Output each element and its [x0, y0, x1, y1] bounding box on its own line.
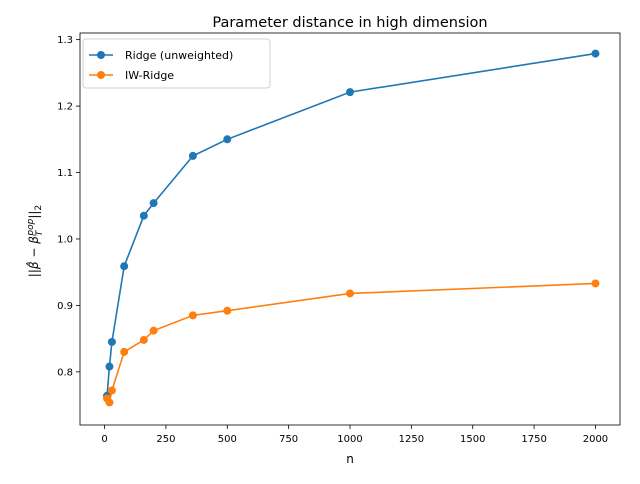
series-point-2: [120, 347, 129, 356]
x-tick-label: 0: [101, 434, 107, 445]
series-point-2: [105, 398, 114, 407]
series-point-1: [105, 362, 114, 371]
series-point-2: [107, 386, 116, 395]
legend-label: Ridge (unweighted): [125, 49, 233, 62]
y-tick-label: 1.1: [57, 168, 73, 179]
x-tick-label: 1250: [399, 434, 424, 445]
series-point-1: [223, 135, 232, 144]
series-point-1: [120, 262, 129, 271]
series-line-1: [106, 52, 596, 396]
series-line-2: [106, 282, 596, 405]
x-axis-label: n: [346, 452, 354, 466]
series-point-2: [149, 326, 158, 335]
series-point-1: [591, 49, 600, 58]
legend-label: IW-Ridge: [125, 69, 174, 82]
x-tick-label: 2000: [583, 434, 608, 445]
x-tick-label: 1000: [337, 434, 362, 445]
x-tick-label: 1500: [460, 434, 485, 445]
x-tick-label: 500: [218, 434, 237, 445]
series-point-1: [346, 88, 354, 97]
chart-title: Parameter distance in high dimension: [212, 15, 487, 31]
series-point-1: [107, 337, 116, 346]
series-point-2: [188, 311, 197, 320]
legend: Ridge (unweighted) IW-Ridge: [82, 38, 271, 89]
x-tick-label: 1750: [521, 434, 546, 445]
y-tick-label: 1.2: [57, 102, 73, 113]
series-point-2: [346, 289, 354, 298]
legend-box: [82, 38, 271, 89]
series-point-2: [223, 306, 232, 315]
series-point-2: [591, 279, 600, 288]
legend-marker: [97, 51, 105, 59]
y-tick-label: 1.3: [57, 35, 73, 46]
x-tick-label: 750: [279, 434, 298, 445]
series-point-1: [149, 199, 158, 208]
series-point-2: [139, 335, 148, 344]
series-point-1: [188, 151, 197, 160]
x-tick-label: 250: [156, 434, 175, 445]
y-tick-label: 1.0: [57, 234, 73, 245]
plot-area: 0 250 500 750 1000 1250 1500 1750 2000 0.8 0.9 1.0 1…: [57, 32, 621, 445]
legend-marker: [97, 71, 105, 79]
series-point-1: [139, 211, 148, 220]
y-tick-label: 0.9: [57, 301, 73, 312]
y-tick-label: 0.8: [57, 367, 73, 378]
